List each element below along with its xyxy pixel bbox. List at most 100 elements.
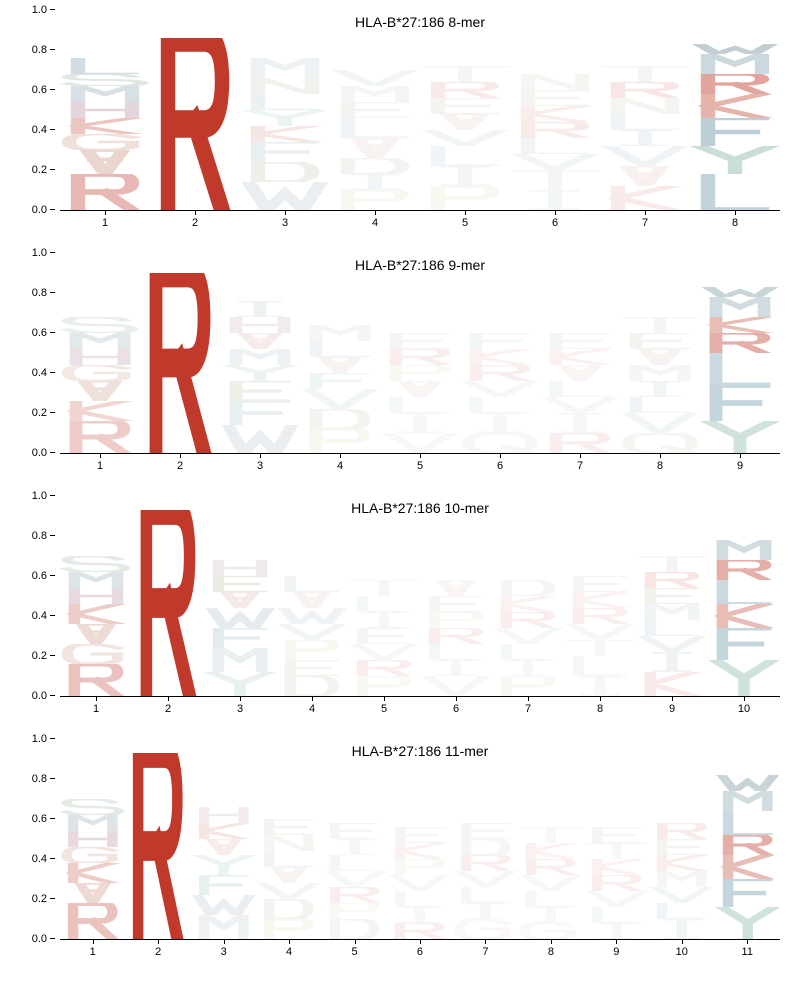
logo-letter-R xyxy=(348,660,420,676)
logo-letter-A xyxy=(191,839,256,855)
logo-letter-L xyxy=(492,644,564,660)
x-axis: 12345678 xyxy=(60,211,780,233)
logo-letter-M xyxy=(620,365,700,381)
logo-column xyxy=(620,253,700,453)
logo-letter-H xyxy=(204,560,276,576)
panel-title: HLA-B*27:186 9-mer xyxy=(355,257,485,273)
logo-letter-E xyxy=(564,576,636,592)
logo-letter-H xyxy=(220,317,300,333)
logo-column xyxy=(220,253,300,453)
logo-column xyxy=(256,739,321,939)
logo-columns xyxy=(60,496,780,696)
logo-letter-V xyxy=(564,624,636,640)
x-tick-label: 4 xyxy=(276,697,348,719)
logo-letter-V xyxy=(492,628,564,644)
logo-letter-K xyxy=(191,823,256,839)
logo-column xyxy=(60,739,125,939)
sequence-logo-grid: 0.00.20.40.60.81.0HLA-B*27:186 8-mer1234… xyxy=(10,10,790,962)
logo-letter-N xyxy=(600,98,690,114)
logo-letter-E xyxy=(330,102,420,118)
logo-letter-E xyxy=(348,628,420,644)
logo-letter-I xyxy=(420,660,492,676)
logo-column xyxy=(540,253,620,453)
logo-letter-T xyxy=(420,66,510,82)
logo-letter-W xyxy=(191,895,256,915)
logo-letter-I xyxy=(322,839,387,855)
y-tick-label: 0.2 xyxy=(32,650,47,662)
logo-letter-R xyxy=(387,923,452,939)
logo-letter-E xyxy=(636,588,708,604)
logo-letter-A xyxy=(60,624,132,644)
y-tick-label: 0.0 xyxy=(32,933,47,945)
logo-column xyxy=(380,253,460,453)
logo-letter-K xyxy=(636,672,708,696)
logo-letter-T xyxy=(600,66,690,82)
logo-letter-R xyxy=(322,887,387,903)
logo-letter-H xyxy=(60,102,150,118)
x-tick-label: 9 xyxy=(584,940,649,962)
y-tick-label: 1.0 xyxy=(32,4,47,16)
logo-letter-R xyxy=(132,510,204,696)
logo-column xyxy=(649,739,714,939)
logo-letter-A xyxy=(256,867,321,883)
x-tick-label: 5 xyxy=(380,454,460,476)
logo-letter-F xyxy=(715,879,780,907)
logo-letter-R xyxy=(60,174,150,210)
logo-columns xyxy=(60,253,780,453)
logo-column xyxy=(204,496,276,696)
logo-letter-K xyxy=(60,118,150,134)
logo-letter-L xyxy=(420,644,492,660)
logo-letter-D xyxy=(492,580,564,596)
logo-letter-M xyxy=(60,815,125,831)
x-tick-label: 8 xyxy=(564,697,636,719)
logo-letter-H xyxy=(60,588,132,604)
x-tick-label: 3 xyxy=(220,454,300,476)
logo-letter-L xyxy=(510,138,600,154)
logo-letter-F xyxy=(700,385,780,421)
logo-letter-D xyxy=(330,158,420,174)
logo-letter-D xyxy=(300,409,380,429)
y-axis: 0.00.20.40.60.81.0 xyxy=(10,253,55,453)
logo-letter-L xyxy=(649,903,714,919)
logo-panel: 0.00.20.40.60.81.0HLA-B*27:186 9-mer1234… xyxy=(10,253,790,476)
logo-letter-E xyxy=(256,819,321,835)
x-tick-label: 5 xyxy=(420,211,510,233)
logo-letter-P xyxy=(387,859,452,875)
y-tick-label: 1.0 xyxy=(32,247,47,259)
logo-letter-R xyxy=(140,273,220,453)
logo-column xyxy=(330,10,420,210)
x-tick-label: 10 xyxy=(708,697,780,719)
logo-letter-L xyxy=(256,851,321,867)
logo-letter-L xyxy=(564,656,636,676)
logo-letter-A xyxy=(620,349,700,365)
logo-letter-V xyxy=(420,130,510,146)
y-tick-label: 1.0 xyxy=(32,733,47,745)
y-tick-label: 0.8 xyxy=(32,287,47,299)
logo-letter-P xyxy=(420,186,510,210)
logo-letter-K xyxy=(584,859,649,875)
logo-letter-I xyxy=(540,413,620,433)
logo-letter-I xyxy=(220,301,300,317)
x-tick-label: 4 xyxy=(330,211,420,233)
logo-panel: 0.00.20.40.60.81.0HLA-B*27:186 8-mer1234… xyxy=(10,10,790,233)
x-axis: 1234567891011 xyxy=(60,940,780,962)
logo-letter-V xyxy=(420,676,492,696)
logo-letter-K xyxy=(240,126,330,142)
logo-letter-R xyxy=(420,82,510,98)
y-axis: 0.00.20.40.60.81.0 xyxy=(10,10,55,210)
logo-letter-E xyxy=(620,333,700,349)
logo-letter-G xyxy=(60,365,140,381)
x-tick-label: 3 xyxy=(204,697,276,719)
logo-letter-V xyxy=(300,389,380,409)
logo-letter-E xyxy=(510,90,600,106)
logo-column xyxy=(60,496,132,696)
logo-letter-R xyxy=(690,74,780,94)
logo-letter-L xyxy=(387,891,452,907)
x-tick-label: 11 xyxy=(715,940,780,962)
logo-letter-A xyxy=(60,150,150,174)
logo-column xyxy=(60,10,150,210)
logo-letter-D xyxy=(322,919,387,939)
logo-letter-P xyxy=(420,612,492,628)
logo-letter-R xyxy=(700,333,780,353)
logo-letter-L xyxy=(348,596,420,612)
